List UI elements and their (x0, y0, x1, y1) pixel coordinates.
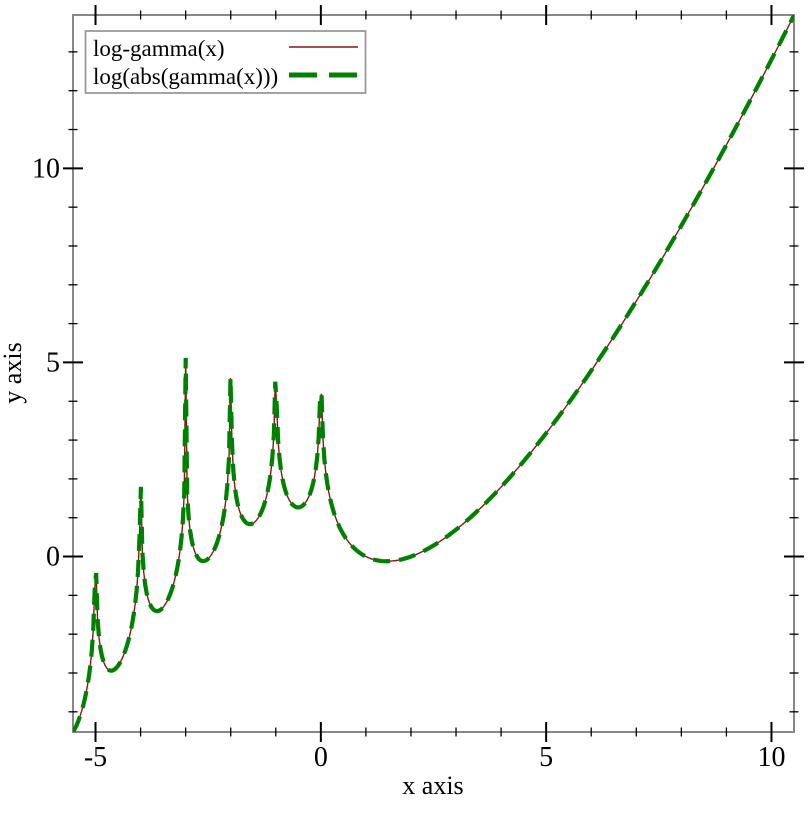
x-axis-label: x axis (402, 771, 463, 800)
x-tick-label: 5 (539, 742, 553, 773)
x-tick-label: -5 (84, 742, 107, 773)
y-tick-label: 5 (46, 347, 60, 378)
tick-labels: -5 0 5 10 0 5 10 (32, 153, 785, 773)
y-tick-label: 0 (46, 542, 60, 573)
legend-label-log-abs-gamma: log(abs(gamma(x))) (93, 64, 278, 89)
y-axis-label: y axis (0, 342, 27, 403)
x-tick-label: 10 (757, 742, 785, 773)
x-tick-label: 0 (314, 742, 328, 773)
y-tick-label: 10 (32, 153, 60, 184)
legend-box (84, 30, 367, 94)
legend-label-log-gamma: log-gamma(x) (93, 36, 225, 61)
curve-log-abs-gamma (73, 15, 794, 732)
curve-log-gamma (73, 15, 794, 732)
legend: log-gamma(x) log(abs(gamma(x))) (84, 30, 367, 94)
plot-border (72, 14, 795, 733)
tick-marks (63, 5, 804, 742)
